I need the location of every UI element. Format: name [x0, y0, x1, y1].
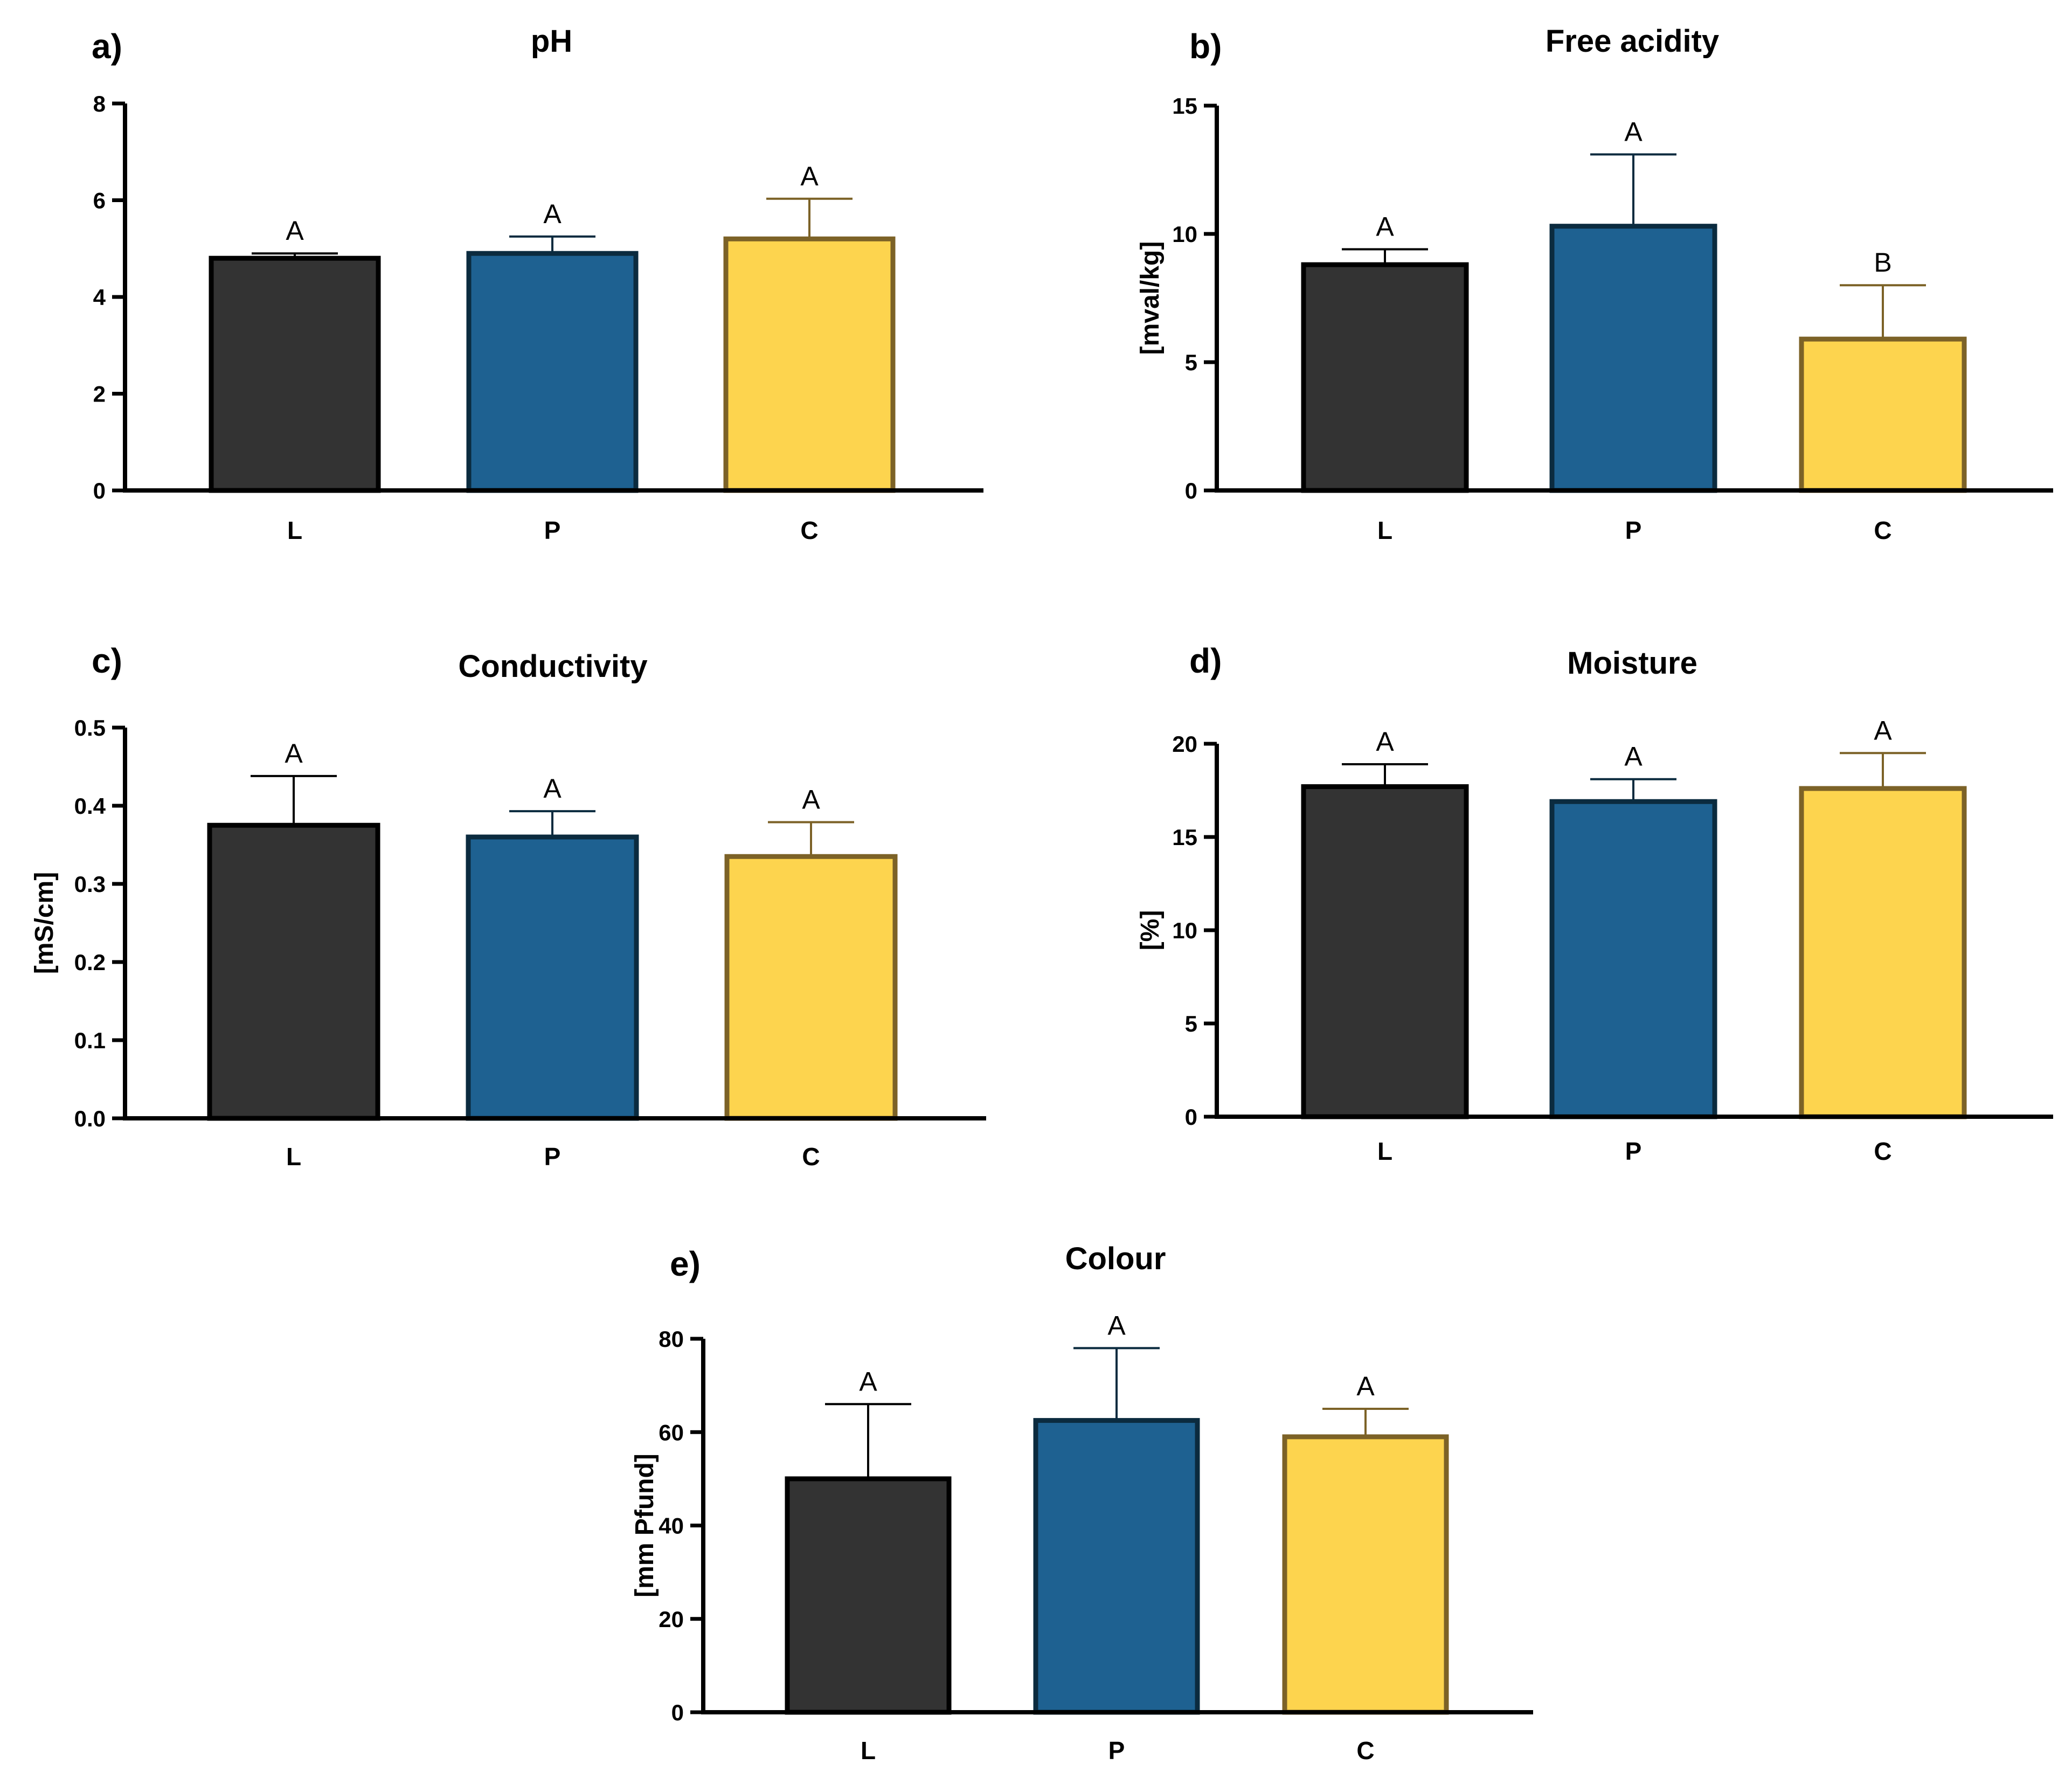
bar-P	[1549, 224, 1717, 493]
significance-label-C: A	[802, 784, 820, 814]
bar-C	[724, 854, 898, 1121]
significance-label-P: A	[1624, 116, 1643, 147]
significance-label-P: A	[543, 199, 562, 229]
panel-label: e)	[670, 1244, 701, 1283]
significance-label-L: A	[1376, 212, 1394, 242]
bar-P	[466, 834, 639, 1121]
x-tick-label-C: C	[800, 516, 818, 544]
y-axis-label: [mval/kg]	[1136, 241, 1165, 355]
chart-panel-c: c) Conductivity [mS/cm] A L A P A C 0.0 0.1 0.2 0.3 0…	[30, 641, 986, 1171]
bar-L	[1301, 262, 1469, 493]
significance-label-L: A	[286, 216, 304, 246]
y-tick-label: 8	[93, 91, 106, 116]
y-tick-label: 5	[1185, 350, 1197, 375]
y-axis-label: [mS/cm]	[30, 872, 59, 974]
x-tick-label-L: L	[286, 1143, 301, 1171]
x-tick-label-C: C	[1874, 516, 1891, 544]
chart-panel-a: a) pH A L A P A C 0 2 4 6 8	[92, 24, 983, 544]
y-tick-label: 0	[1185, 478, 1197, 503]
x-tick-label-C: C	[1356, 1737, 1374, 1765]
bar-C	[1799, 786, 1967, 1119]
chart-panel-b: b) Free acidity [mval/kg] A L A P B C 0 5 10 15	[1136, 24, 2053, 544]
significance-label-L: A	[285, 738, 303, 769]
chart-panel-e: e) Colour [mm Pfund] A L A P A C 0 20 40 60 80	[630, 1241, 1533, 1765]
y-axis-label: [mm Pfund]	[630, 1454, 659, 1597]
y-tick-label: 0.1	[74, 1028, 106, 1053]
chart-title: pH	[531, 24, 572, 59]
bar-C	[723, 236, 896, 493]
significance-label-C: A	[1356, 1371, 1375, 1401]
x-tick-label-L: L	[1377, 516, 1392, 544]
significance-label-P: A	[1624, 742, 1643, 772]
bar-L	[785, 1476, 952, 1715]
y-tick-label: 10	[1172, 918, 1197, 943]
y-tick-label: 0.5	[74, 715, 106, 741]
x-tick-label-P: P	[1108, 1737, 1125, 1765]
significance-label-P: A	[1107, 1310, 1126, 1340]
y-tick-label: 0.4	[74, 793, 106, 819]
bar-L	[1301, 784, 1469, 1119]
bar-P	[466, 251, 639, 493]
y-tick-label: 40	[659, 1513, 684, 1539]
significance-label-C: A	[1874, 715, 1892, 745]
bar-L	[209, 255, 381, 493]
y-tick-label: 15	[1172, 93, 1197, 119]
chart-panel-d: d) Moisture [%] A L A P A C 0 5 10 15 20	[1136, 641, 2053, 1165]
y-tick-label: 5	[1185, 1011, 1197, 1036]
chart-title: Moisture	[1567, 646, 1697, 681]
y-tick-label: 0.3	[74, 871, 106, 897]
panel-label: d)	[1189, 641, 1222, 680]
bar-P	[1033, 1418, 1200, 1715]
panel-label: a)	[92, 27, 122, 66]
y-tick-label: 6	[93, 188, 106, 213]
y-tick-label: 0	[671, 1700, 684, 1725]
x-tick-label-P: P	[544, 516, 561, 544]
y-tick-label: 20	[1172, 731, 1197, 757]
y-tick-label: 60	[659, 1420, 684, 1445]
significance-label-C: B	[1874, 247, 1891, 278]
bar-P	[1549, 799, 1717, 1119]
y-tick-label: 10	[1172, 222, 1197, 247]
x-tick-label-C: C	[802, 1143, 820, 1171]
y-tick-label: 20	[659, 1607, 684, 1632]
y-axis-label: [%]	[1136, 910, 1165, 951]
y-tick-label: 2	[93, 382, 106, 407]
significance-label-L: A	[859, 1366, 877, 1396]
bar-L	[207, 822, 380, 1121]
y-tick-label: 0	[1185, 1104, 1197, 1130]
panel-label: b)	[1189, 27, 1222, 66]
panel-label: c)	[92, 641, 122, 680]
chart-title: Colour	[1065, 1241, 1166, 1276]
y-tick-label: 0.2	[74, 950, 106, 975]
y-tick-label: 0.0	[74, 1106, 106, 1131]
x-tick-label-L: L	[287, 516, 302, 544]
bar-C	[1799, 336, 1967, 493]
x-tick-label-P: P	[1625, 1137, 1642, 1165]
x-tick-label-C: C	[1874, 1137, 1891, 1165]
chart-title: Free acidity	[1546, 24, 1719, 59]
significance-label-C: A	[800, 161, 819, 191]
y-tick-label: 0	[93, 478, 106, 503]
chart-title: Conductivity	[458, 649, 647, 684]
significance-label-P: A	[543, 773, 562, 804]
y-tick-label: 4	[93, 285, 106, 310]
bar-C	[1282, 1434, 1449, 1715]
significance-label-L: A	[1376, 727, 1394, 757]
x-tick-label-L: L	[861, 1737, 876, 1765]
x-tick-label-P: P	[544, 1143, 561, 1171]
y-tick-label: 80	[659, 1326, 684, 1352]
x-tick-label-L: L	[1377, 1137, 1392, 1165]
y-tick-label: 15	[1172, 825, 1197, 850]
x-tick-label-P: P	[1625, 516, 1642, 544]
